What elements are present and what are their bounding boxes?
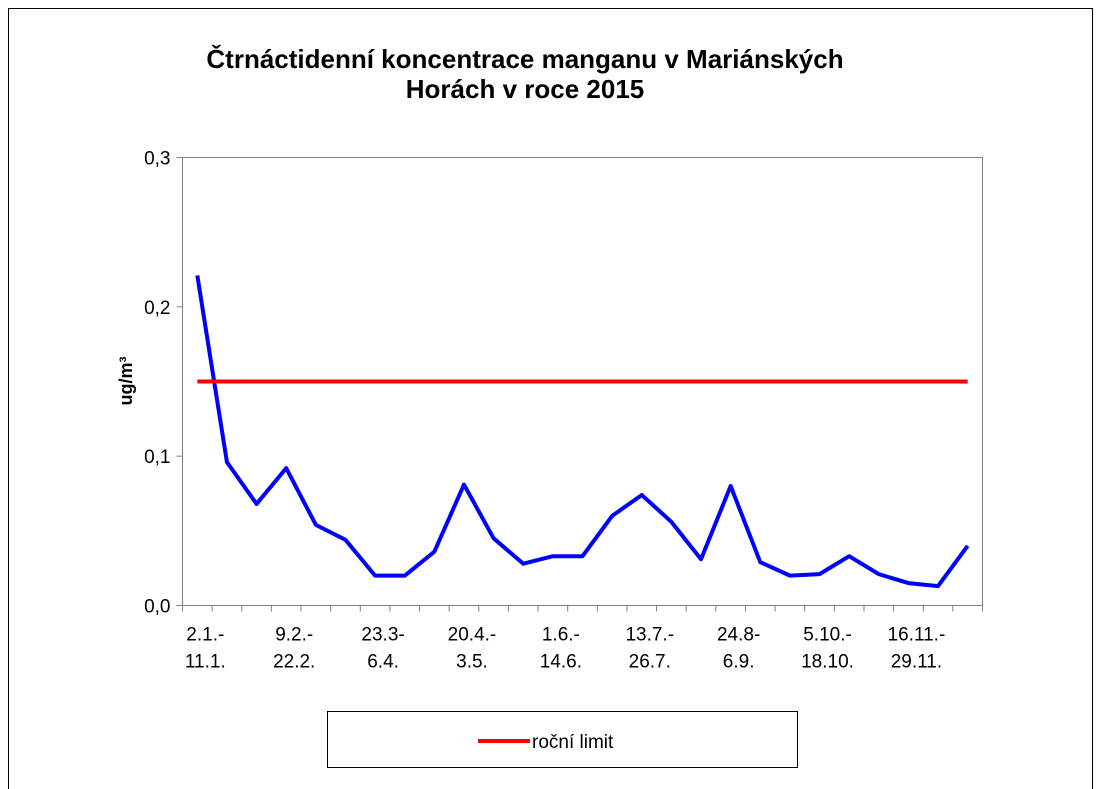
x-tick-label: 1.6.-14.6. [540,625,582,673]
x-tick-label: 20.4.-3.5. [448,625,497,673]
x-tick-label: 9.2.-22.2. [273,625,315,673]
x-tick-label: 24.8-6.9. [717,625,760,673]
legend-box [327,711,798,768]
y-tick-label: 0,3 [144,149,170,170]
x-tick-label: 23.3-6.4. [361,625,404,673]
x-tick-label: 5.10.-18.10. [801,625,854,673]
line-series [195,275,970,589]
y-tick-label: 0,2 [144,298,170,319]
x-tick-label: 16.11.-29.11. [888,625,946,673]
x-tick-label: 2.1.-11.1. [185,625,226,673]
x-tick-label: 13.7.-26.7. [625,625,674,673]
y-tick-label: 0,0 [144,597,170,618]
y-axis-label: ug/m³ [116,357,136,406]
chart-title: Čtrnáctidenní koncentrace manganu v Mari… [206,44,843,104]
legend-label: roční limit [532,732,614,753]
y-tick-label: 0,1 [144,447,170,468]
